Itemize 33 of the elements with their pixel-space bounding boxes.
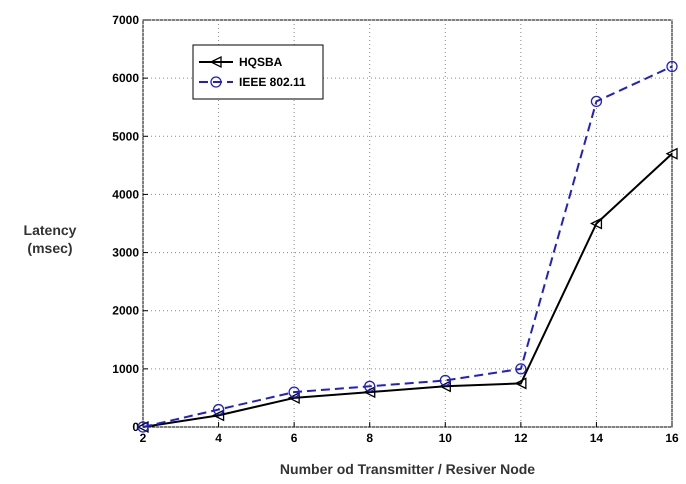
- point: [440, 380, 451, 392]
- y-tick-label: 4000: [112, 187, 140, 202]
- point: [212, 410, 224, 422]
- point: [666, 60, 678, 72]
- x-tick-label: 6: [290, 431, 298, 445]
- y-tick-label: 2000: [112, 304, 140, 318]
- x-tick-label: 12: [514, 431, 528, 445]
- point: [288, 392, 300, 404]
- x-tick-label: 10: [438, 431, 452, 445]
- x-tick-label: 16: [665, 431, 679, 445]
- legend-label: HQSBA: [239, 55, 283, 69]
- point: [212, 404, 224, 416]
- y-tick-label: 3000: [112, 246, 140, 260]
- y-tick-label: 6000: [112, 71, 140, 86]
- point: [590, 96, 602, 108]
- point: [515, 378, 527, 390]
- y-axis-title: Latency (msec): [24, 222, 77, 256]
- x-tick-label: 2: [140, 431, 147, 445]
- point: [288, 386, 300, 398]
- point: [440, 374, 451, 386]
- y-tick-label: 7000: [112, 13, 140, 27]
- x-tick-label: 4: [215, 431, 222, 445]
- y-tick-label: 1000: [112, 362, 140, 376]
- x-axis-title: Number od Transmitter / Resiver Node: [280, 461, 536, 477]
- point: [364, 386, 376, 398]
- point: [590, 218, 602, 230]
- point: [364, 380, 376, 392]
- point: [515, 363, 527, 375]
- x-tick-label: 14: [590, 431, 604, 445]
- point: [666, 148, 678, 160]
- y-tick-label: 5000: [112, 129, 140, 144]
- legend-label: IEEE 802.11: [239, 75, 306, 89]
- x-tick-label: 8: [366, 431, 374, 445]
